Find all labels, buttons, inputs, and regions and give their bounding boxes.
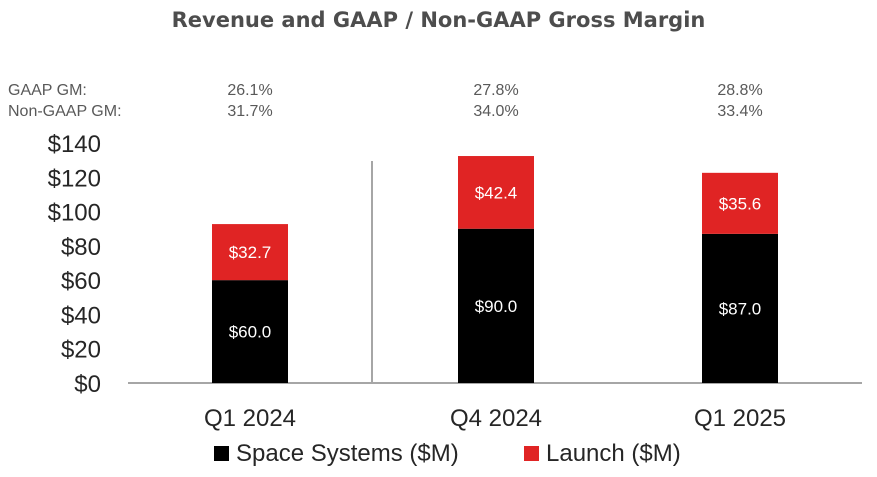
category-labels: Q1 2024 Q4 2024 Q1 2025 xyxy=(204,405,786,432)
y-tick-label: $40 xyxy=(61,302,101,329)
bar-space-systems xyxy=(702,233,778,383)
y-tick-label: $0 xyxy=(74,371,101,398)
margin-value: 31.7% xyxy=(227,103,272,120)
y-tick-label: $120 xyxy=(48,165,101,192)
x-category-label: Q1 2024 xyxy=(204,405,296,432)
bar-launch xyxy=(458,156,534,229)
y-tick-label: $100 xyxy=(48,200,101,227)
legend-swatch-space-systems xyxy=(214,446,229,461)
y-tick-label: $80 xyxy=(61,234,101,261)
bar-launch xyxy=(702,172,778,234)
bar-value-label: $60.0 xyxy=(229,323,272,342)
margin-row-label: Non-GAAP GM: xyxy=(8,103,122,120)
y-tick-label: $20 xyxy=(61,337,101,364)
gross-margin-rows: GAAP GM: 26.1% 27.8% 28.8% Non-GAAP GM: 31.7%… xyxy=(8,82,763,120)
margin-row-label: GAAP GM: xyxy=(8,82,87,99)
x-category-label: Q1 2025 xyxy=(694,405,786,432)
bar-value-label: $87.0 xyxy=(719,299,762,318)
margin-value: 26.1% xyxy=(227,82,272,99)
y-axis-ticks: $0 $20 $40 $60 $80 $100 $120 $140 xyxy=(48,131,101,398)
legend-label: Space Systems ($M) xyxy=(236,440,459,467)
margin-value: 28.8% xyxy=(717,82,762,99)
chart-title: Revenue and GAAP / Non-GAAP Gross Margin xyxy=(171,8,706,32)
bars: $60.0 $32.7 $90.0 $42.4 $87.0 $35.6 xyxy=(212,156,778,383)
bar-value-label: $90.0 xyxy=(475,297,518,316)
y-tick-label: $140 xyxy=(48,131,101,158)
bar-space-systems xyxy=(212,280,288,383)
y-tick-label: $60 xyxy=(61,268,101,295)
bar-value-label: $32.7 xyxy=(229,243,272,262)
bar-value-label: $35.6 xyxy=(719,194,762,213)
legend-swatch-launch xyxy=(524,446,539,461)
legend: Space Systems ($M) Launch ($M) xyxy=(214,440,681,467)
bar-launch xyxy=(212,224,288,281)
x-category-label: Q4 2024 xyxy=(450,405,542,432)
bar-space-systems xyxy=(458,228,534,383)
margin-value: 27.8% xyxy=(473,82,518,99)
margin-value: 34.0% xyxy=(473,103,518,120)
margin-value: 33.4% xyxy=(717,103,762,120)
bar-value-label: $42.4 xyxy=(475,183,518,202)
legend-label: Launch ($M) xyxy=(546,440,681,467)
